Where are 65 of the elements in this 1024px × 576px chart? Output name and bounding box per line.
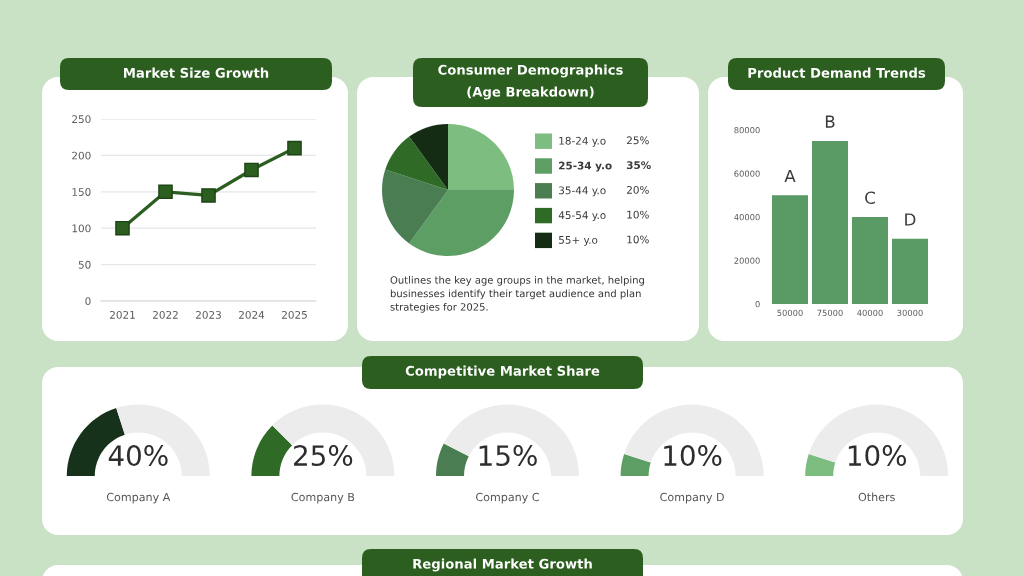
data-label: 10% xyxy=(664,445,722,467)
annotation: A xyxy=(784,169,796,183)
chart-title: Consumer Demographics xyxy=(438,64,623,78)
bar xyxy=(812,140,848,304)
y-tick-label: 100 xyxy=(72,224,91,233)
annotation: B xyxy=(825,115,835,128)
pie-slice xyxy=(382,169,448,244)
category-label: Company A xyxy=(106,492,171,504)
y-tick-label: 200 xyxy=(72,151,91,160)
point xyxy=(287,140,302,156)
point xyxy=(244,162,259,178)
legend-label: 25-34 y.o xyxy=(559,161,612,172)
category-label: Company B xyxy=(291,492,355,504)
annotation: C xyxy=(865,191,875,205)
y-tick-label: 80000 xyxy=(734,126,760,134)
legend-label: 55+ y.o xyxy=(559,236,598,246)
pie-slice xyxy=(409,124,448,190)
category-label: Others xyxy=(858,492,895,502)
x-tick-label: 2022 xyxy=(153,310,178,319)
pie-slice xyxy=(385,136,448,190)
category-label: Company C xyxy=(476,492,539,504)
text: Regional Market Growth xyxy=(413,558,592,572)
legend-label: 35-44 y.o xyxy=(559,186,606,197)
bar xyxy=(892,238,928,304)
chart-title: Product Demand Trends xyxy=(748,67,926,78)
legend-label: 18-24 y.o xyxy=(559,136,606,147)
data-label: 10% xyxy=(627,235,649,244)
point xyxy=(115,220,130,236)
y-tick-label: 0 xyxy=(755,300,760,308)
x-tick-label: 2023 xyxy=(196,310,221,319)
x-tick-label: 30000 xyxy=(897,309,923,317)
data-label: 10% xyxy=(627,210,649,219)
y-tick-label: 20000 xyxy=(734,257,760,264)
legend-label: 45-54 y.o xyxy=(558,211,606,222)
data-label: 15% xyxy=(479,445,537,467)
data-label: 35% xyxy=(626,161,651,170)
data-label: 40% xyxy=(108,445,168,467)
x-tick-label: 75000 xyxy=(817,309,843,317)
text: Competitive Market Share xyxy=(405,365,600,379)
pie-slice xyxy=(448,124,514,190)
point xyxy=(158,184,173,200)
bar xyxy=(772,195,808,304)
chart-title: Market Size Growth xyxy=(124,67,269,78)
annotation: D xyxy=(905,213,916,226)
x-tick-label: 50000 xyxy=(777,309,803,317)
x-tick-label: 2024 xyxy=(239,310,265,319)
x-tick-label: 2021 xyxy=(110,310,135,319)
y-tick-label: 60000 xyxy=(734,170,760,177)
pie-slice xyxy=(409,190,514,256)
y-tick-label: 40000 xyxy=(734,213,760,221)
bar xyxy=(852,217,888,304)
text: Outlines the key age groups in the market, helping businesses identify their target audience and plan strategies for 2025. xyxy=(390,276,644,313)
y-tick-label: 250 xyxy=(72,115,91,124)
x-tick-label: 40000 xyxy=(857,309,883,317)
data-label: 20% xyxy=(626,185,649,194)
y-tick-label: 0 xyxy=(85,297,91,306)
chart-subtitle: (Age Breakdown) xyxy=(467,86,594,100)
x-tick-label: 2025 xyxy=(282,310,307,319)
data-label: 10% xyxy=(848,445,907,467)
y-tick-label: 50 xyxy=(78,260,91,269)
y-tick-label: 150 xyxy=(72,188,91,196)
data-label: 25% xyxy=(294,445,353,467)
category-label: Company D xyxy=(660,492,724,504)
data-label: 25% xyxy=(626,136,649,145)
point xyxy=(201,188,216,203)
